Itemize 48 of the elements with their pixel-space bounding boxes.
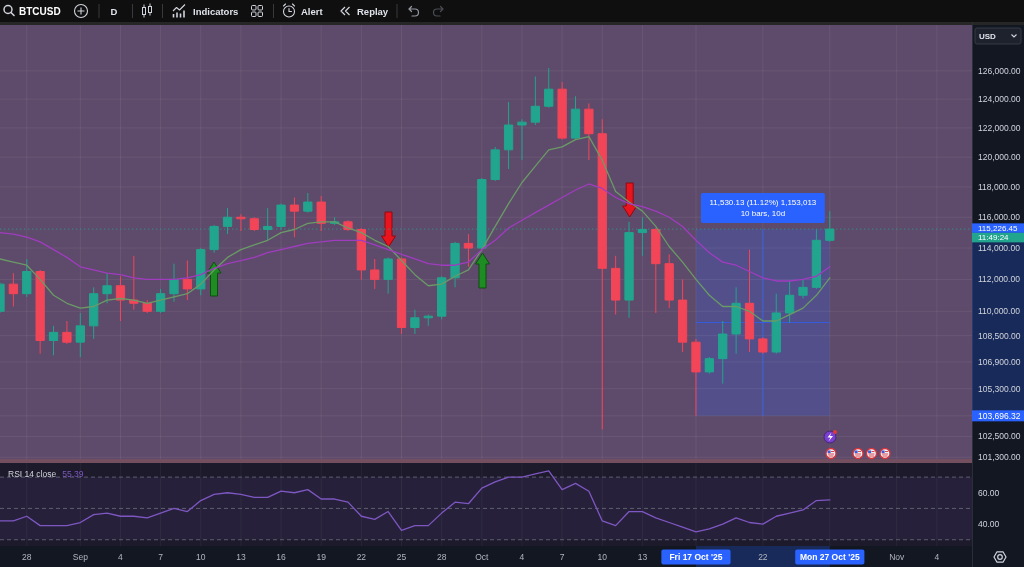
x-tick-label: 4	[934, 552, 940, 562]
y-tick-label: 60.00	[978, 487, 1000, 498]
text: D	[110, 5, 118, 17]
y-tick-label: 114,000.00	[978, 243, 1021, 254]
y-tick-label: 105,300.00	[978, 383, 1021, 394]
x-tick-label: Sep	[72, 552, 89, 562]
x-tick-label: 10	[597, 552, 608, 562]
y-tick-label: 122,000.00	[978, 122, 1021, 133]
y-tick-label: 102,500.00	[978, 431, 1021, 442]
ref-line-label: 115,226.45 11:49:24	[978, 223, 1018, 243]
x-tick-label: 7	[158, 552, 164, 562]
y-tick-label: 126,000.00	[978, 65, 1021, 76]
x-tick-label: 19	[316, 552, 327, 562]
x-tick-label: 4	[118, 552, 124, 562]
y-tick-label: 40.00	[978, 519, 1000, 530]
text: Replay	[357, 5, 389, 17]
x-tick-label: Oct	[475, 552, 490, 562]
x-tick-label: 16	[276, 552, 287, 562]
y-tick-label: 116,000.00	[978, 212, 1021, 223]
x-tick-label: 25	[396, 552, 407, 562]
x-tick-label: 28	[22, 552, 32, 562]
x-tick-label: Fri 17 Oct '25	[669, 552, 723, 562]
band-label: 11,530.13 (11.12%) 1,153,013 10 bars, 10d	[709, 198, 817, 219]
x-tick-label: Nov	[889, 552, 906, 562]
x-tick-label: Mon 27 Oct '25	[799, 552, 860, 562]
y-tick-label: 108,500.00	[978, 330, 1021, 341]
text: USD	[979, 31, 997, 41]
text: 55.39	[62, 469, 84, 479]
y-tick-label: 120,000.00	[978, 152, 1021, 163]
y-tick-label: 118,000.00	[978, 181, 1021, 192]
x-tick-label: 7	[559, 552, 565, 562]
text: RSI 14 close	[8, 469, 57, 479]
y-tick-label: 112,000.00	[978, 274, 1021, 285]
x-tick-label: 4	[519, 552, 525, 562]
y-tick-label: 101,300.00	[978, 452, 1021, 463]
chart-title: BTCUSD	[19, 5, 61, 17]
x-tick-label: 10	[196, 552, 206, 562]
y-tick-label: 103,696.32	[978, 410, 1021, 421]
x-tick-label: 22	[356, 552, 367, 562]
y-tick-label: 106,900.00	[978, 356, 1021, 367]
y-tick-label: 110,000.00	[978, 306, 1021, 317]
text: Indicators	[193, 5, 239, 17]
text: Alert	[301, 5, 324, 17]
x-tick-label: 13	[637, 552, 648, 562]
x-tick-label: 22	[758, 552, 768, 562]
x-tick-label: 28	[436, 552, 447, 562]
x-tick-label: 13	[236, 552, 246, 562]
y-tick-label: 124,000.00	[978, 94, 1021, 105]
